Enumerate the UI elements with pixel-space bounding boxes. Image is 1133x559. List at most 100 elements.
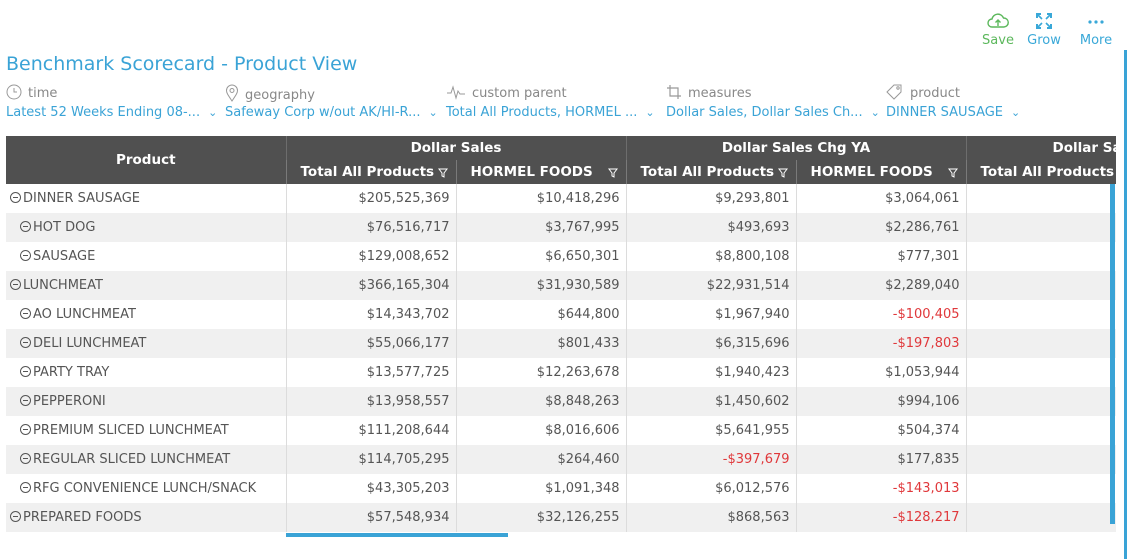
table-cell: $129,008,652 [285, 242, 456, 271]
filter-icon [437, 168, 448, 178]
collapse-icon[interactable] [10, 192, 21, 203]
column-header[interactable]: HORMEL FOODS [795, 160, 967, 184]
expand-icon [1036, 13, 1052, 29]
table-cell: $868,563 [625, 503, 797, 532]
collapse-icon[interactable] [10, 279, 21, 290]
collapse-icon[interactable] [20, 337, 31, 348]
column-group-dollar-sales[interactable]: Dollar Sales [285, 136, 627, 160]
table-cell: $1,091,348 [455, 474, 627, 503]
table-cell: $777,301 [795, 242, 967, 271]
column-header-product[interactable]: Product [6, 136, 286, 184]
table-cell: 15 [965, 300, 1116, 329]
table-cell: $1,450,602 [625, 387, 797, 416]
table-cell: $10,418,296 [455, 184, 627, 213]
row-label: DINNER SAUSAGE [6, 184, 286, 213]
table-row[interactable]: PARTY TRAY $13,577,725 $12,263,678 $1,940,4… [6, 358, 1116, 387]
table-cell: $14,343,702 [285, 300, 456, 329]
table-cell: 0 [965, 213, 1116, 242]
table-row[interactable]: LUNCHMEAT $366,165,304 $31,930,589 $22,931,… [6, 271, 1116, 300]
table-cell: $76,516,717 [285, 213, 456, 242]
collapse-icon[interactable] [20, 482, 31, 493]
table-cell: $32,126,255 [455, 503, 627, 532]
column-group-dollar-sales-chg[interactable]: Dollar Sales Chg YA [625, 136, 967, 160]
table-cell: $3,767,995 [455, 213, 627, 242]
filter-bar: time Latest 52 Weeks Ending 08-... ⌄ geog… [6, 84, 1126, 124]
table-cell: $8,848,263 [455, 387, 627, 416]
table-cell: $13,577,725 [285, 358, 456, 387]
table-row[interactable]: PREMIUM SLICED LUNCHMEAT $111,208,644 $8,0… [6, 416, 1116, 445]
row-label: PREMIUM SLICED LUNCHMEAT [6, 416, 286, 445]
filter-custom-parent[interactable]: custom parent Total All Products, HORMEL… [446, 84, 655, 122]
row-label: DELI LUNCHMEAT [6, 329, 286, 358]
filter-geography[interactable]: geography Safeway Corp w/out AK/HI-R... ⌄ [225, 84, 438, 122]
table-cell: 1 [965, 503, 1116, 532]
table-cell: $22,931,514 [625, 271, 797, 300]
table-row[interactable]: DINNER SAUSAGE $205,525,369 $10,418,296 $9,… [6, 184, 1116, 213]
filter-time[interactable]: time Latest 52 Weeks Ending 08-... ⌄ [6, 84, 217, 122]
filter-custom-parent-label: custom parent [472, 86, 567, 101]
table-cell: $366,165,304 [285, 271, 456, 300]
collapse-icon[interactable] [20, 308, 31, 319]
grow-button[interactable]: Grow [1019, 12, 1069, 48]
save-label: Save [982, 33, 1014, 48]
collapse-icon[interactable] [20, 395, 31, 406]
table-row[interactable]: SAUSAGE $129,008,652 $6,650,301 $8,800,108 $… [6, 242, 1116, 271]
table-cell: 4 [965, 184, 1116, 213]
table-cell: $43,305,203 [285, 474, 456, 503]
filter-product[interactable]: product DINNER SAUSAGE ⌄ [886, 84, 1020, 122]
vertical-scrollbar[interactable] [1110, 184, 1115, 524]
more-button[interactable]: More [1071, 12, 1121, 48]
table-row[interactable]: PEPPERONI $13,958,557 $8,848,263 $1,450,602… [6, 387, 1116, 416]
collapse-icon[interactable] [20, 250, 31, 261]
column-header[interactable]: Total All Products [625, 160, 797, 184]
table-cell: $5,641,955 [625, 416, 797, 445]
row-label: HOT DOG [6, 213, 286, 242]
filter-icon [607, 168, 618, 178]
table-row[interactable]: REGULAR SLICED LUNCHMEAT $114,705,295 $264… [6, 445, 1116, 474]
chevron-down-icon: ⌄ [645, 106, 655, 119]
table-cell: $644,800 [455, 300, 627, 329]
row-label: PREPARED FOODS [6, 503, 286, 532]
table-cell: 16 [965, 474, 1116, 503]
collapse-icon[interactable] [10, 511, 21, 522]
table-cell: $801,433 [455, 329, 627, 358]
table-cell: $205,525,369 [285, 184, 456, 213]
table-cell: $57,548,934 [285, 503, 456, 532]
save-button[interactable]: Save [973, 12, 1023, 48]
column-header[interactable]: Total All Products [285, 160, 456, 184]
collapse-icon[interactable] [20, 424, 31, 435]
table-row[interactable]: RFG CONVENIENCE LUNCH/SNACK $43,305,203 $1… [6, 474, 1116, 503]
clock-icon [6, 84, 22, 100]
scorecard-table: Product Dollar Sales Dollar Sales Chg YA… [6, 136, 1116, 532]
table-cell: -0 [965, 445, 1116, 474]
table-row[interactable]: DELI LUNCHMEAT $55,066,177 $801,433 $6,315,… [6, 329, 1116, 358]
table-cell: $3,064,061 [795, 184, 967, 213]
more-label: More [1079, 33, 1113, 48]
table-cell: $111,208,644 [285, 416, 456, 445]
horizontal-scrollbar[interactable] [286, 533, 508, 537]
row-label: PEPPERONI [6, 387, 286, 416]
table-row[interactable]: HOT DOG $76,516,717 $3,767,995 $493,693 $2,2… [6, 213, 1116, 242]
column-header[interactable]: HORMEL FOODS [455, 160, 627, 184]
collapse-icon[interactable] [20, 366, 31, 377]
row-label: PARTY TRAY [6, 358, 286, 387]
table-cell: $8,016,606 [455, 416, 627, 445]
column-header[interactable]: Total All Products [965, 160, 1116, 184]
table-row[interactable]: AO LUNCHMEAT $14,343,702 $644,800 $1,967,94… [6, 300, 1116, 329]
collapse-icon[interactable] [20, 453, 31, 464]
table-cell: -$143,013 [795, 474, 967, 503]
table-cell: $31,930,589 [455, 271, 627, 300]
table-cell: 11 [965, 387, 1116, 416]
table-cell: $493,693 [625, 213, 797, 242]
frame-border [1124, 50, 1127, 559]
table-row[interactable]: PREPARED FOODS $57,548,934 $32,126,255 $868… [6, 503, 1116, 532]
table-cell: $55,066,177 [285, 329, 456, 358]
collapse-icon[interactable] [20, 221, 31, 232]
filter-measures-value: Dollar Sales, Dollar Sales Ch... [666, 105, 863, 120]
toolbar: Save Grow More [973, 12, 1133, 60]
row-label: RFG CONVENIENCE LUNCH/SNACK [6, 474, 286, 503]
filter-measures[interactable]: measures Dollar Sales, Dollar Sales Ch..… [666, 84, 880, 122]
column-group-dollar-sales-2[interactable]: Dollar Sale [965, 136, 1116, 160]
table-cell: $6,650,301 [455, 242, 627, 271]
page-title: Benchmark Scorecard - Product View [6, 53, 358, 75]
